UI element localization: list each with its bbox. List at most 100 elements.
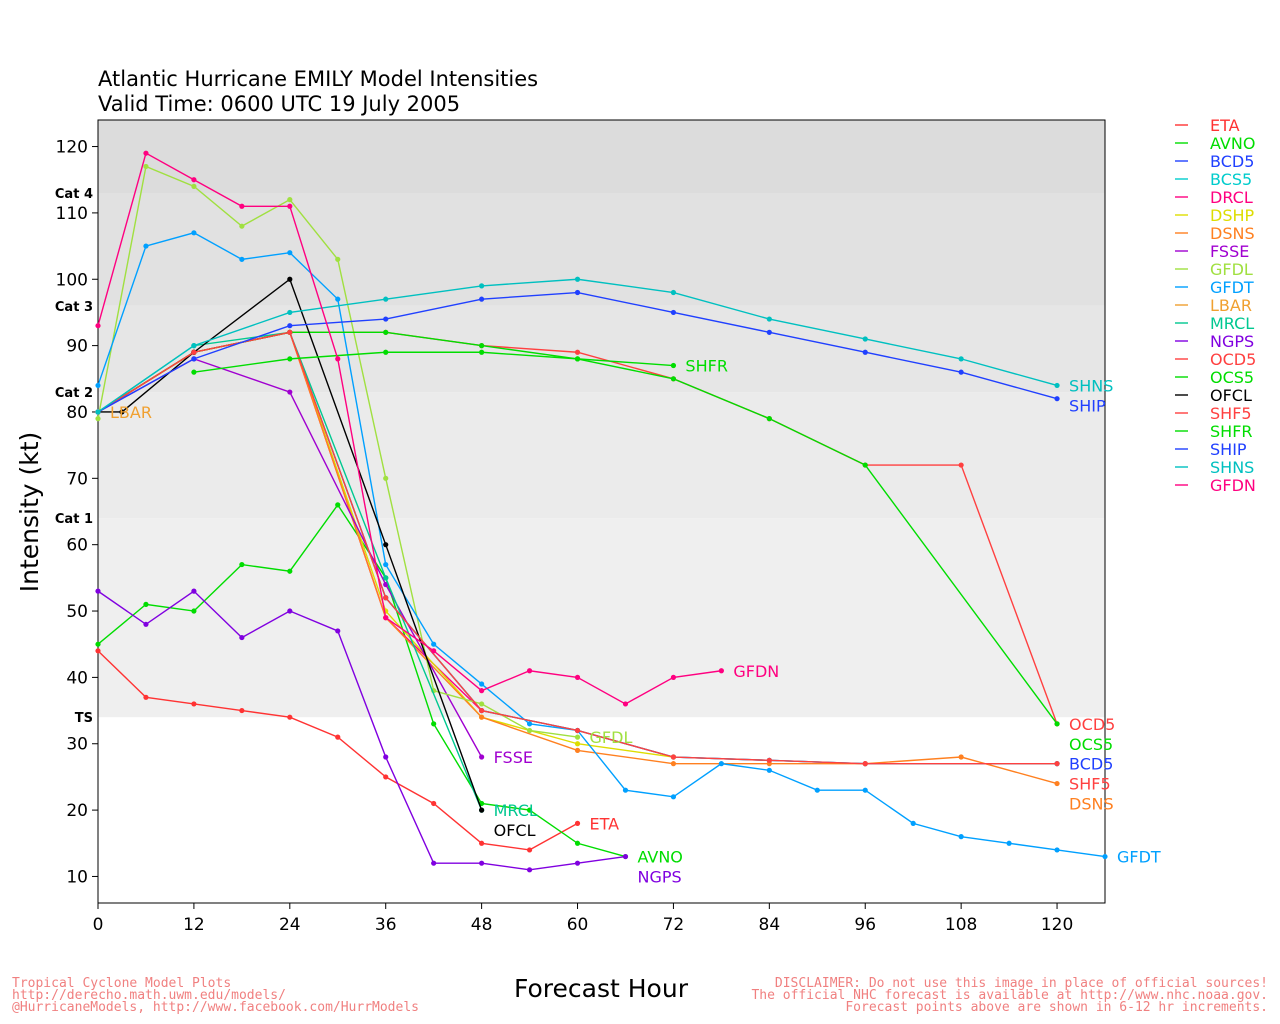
data-point bbox=[383, 542, 389, 548]
data-point bbox=[479, 714, 485, 720]
series-end-label: AVNO bbox=[637, 848, 682, 867]
data-point bbox=[143, 150, 149, 156]
disclaimer-line: DISCLAIMER: Do not use this image in pla… bbox=[774, 976, 1268, 991]
data-point bbox=[287, 356, 293, 362]
data-point bbox=[574, 741, 581, 747]
series-end-label: SHFR bbox=[685, 357, 728, 376]
series-shfr bbox=[191, 349, 677, 375]
legend-item: OCS5 bbox=[1175, 368, 1254, 387]
data-point bbox=[622, 787, 629, 793]
data-point bbox=[862, 761, 868, 767]
x-tick-label: 24 bbox=[279, 915, 301, 935]
data-point bbox=[383, 754, 389, 760]
y-tick-label: 30 bbox=[66, 735, 88, 755]
data-point bbox=[95, 409, 101, 415]
data-point bbox=[862, 336, 868, 342]
data-point bbox=[191, 356, 197, 362]
y-tick-label: 70 bbox=[66, 469, 88, 489]
plot-frame bbox=[97, 119, 1106, 904]
disclaimer-line: The official NHC forecast is available a… bbox=[751, 988, 1268, 1003]
legend-label: BCS5 bbox=[1210, 170, 1252, 189]
data-point bbox=[766, 316, 772, 322]
series-shns bbox=[95, 276, 1060, 415]
disclaimer-line: Forecast points above are shown in 6-12 … bbox=[845, 1000, 1268, 1015]
footer-line: Tropical Cyclone Model Plots bbox=[12, 976, 232, 991]
series-end-label: SHIP bbox=[1069, 396, 1106, 415]
data-point bbox=[383, 774, 389, 780]
data-point bbox=[862, 349, 868, 355]
data-point bbox=[479, 807, 485, 813]
series-end-label: SHNS bbox=[1069, 376, 1113, 395]
series-end-label: OFCL bbox=[494, 821, 536, 840]
x-axis-label: Forecast Hour bbox=[514, 974, 689, 1003]
x-tick-label: 120 bbox=[1041, 915, 1073, 935]
series-end-label: NGPS bbox=[637, 868, 681, 887]
x-tick-label: 60 bbox=[567, 915, 589, 935]
series-gfdn bbox=[95, 150, 724, 707]
data-point bbox=[958, 462, 964, 468]
legend-item: SHNS bbox=[1175, 458, 1254, 477]
data-point bbox=[191, 701, 197, 707]
legend-item: FSSE bbox=[1175, 242, 1249, 261]
legend-item: DSNS bbox=[1175, 224, 1255, 243]
data-point bbox=[574, 820, 581, 826]
legend-item: SHF5 bbox=[1175, 404, 1252, 423]
data-point bbox=[479, 688, 485, 694]
data-point bbox=[479, 840, 485, 846]
chart-title: Atlantic Hurricane EMILY Model Intensiti… bbox=[98, 67, 538, 91]
data-point bbox=[1054, 761, 1060, 767]
data-point bbox=[95, 382, 101, 389]
data-point bbox=[670, 289, 677, 296]
data-point bbox=[766, 329, 772, 335]
data-point bbox=[287, 323, 293, 329]
data-point bbox=[335, 356, 341, 362]
category-label: Cat 1 bbox=[55, 512, 93, 527]
data-point bbox=[191, 349, 197, 355]
data-point bbox=[622, 853, 629, 860]
y-tick-label: 50 bbox=[66, 602, 88, 622]
data-point bbox=[526, 727, 533, 734]
legend-item: DRCL bbox=[1175, 188, 1253, 207]
data-point bbox=[862, 462, 868, 468]
data-point bbox=[287, 329, 293, 335]
data-point bbox=[95, 416, 101, 422]
data-point bbox=[670, 362, 677, 369]
data-point bbox=[383, 296, 389, 302]
data-point bbox=[383, 475, 389, 481]
data-point bbox=[239, 223, 245, 229]
data-point bbox=[766, 416, 772, 422]
series-ngps bbox=[95, 588, 629, 873]
data-point bbox=[1054, 721, 1060, 727]
x-tick-label: 12 bbox=[183, 915, 205, 935]
series-line bbox=[98, 278, 483, 811]
legend-label: OCD5 bbox=[1210, 350, 1256, 369]
data-point bbox=[143, 621, 149, 627]
data-point bbox=[718, 668, 724, 674]
data-point bbox=[191, 177, 197, 183]
data-point bbox=[574, 674, 581, 680]
data-point bbox=[622, 701, 629, 707]
category-band bbox=[98, 518, 1105, 718]
legend-item: DSHP bbox=[1175, 206, 1255, 225]
data-point bbox=[1054, 847, 1060, 853]
y-tick-label: 80 bbox=[66, 403, 88, 423]
legend-label: SHF5 bbox=[1210, 404, 1252, 423]
category-label: Cat 4 bbox=[55, 187, 93, 202]
data-point bbox=[574, 734, 581, 740]
x-tick-label: 48 bbox=[471, 915, 493, 935]
data-point bbox=[191, 608, 197, 614]
data-point bbox=[335, 502, 341, 508]
data-point bbox=[479, 860, 485, 866]
series-end-label: DSNS bbox=[1069, 795, 1114, 814]
footer-link[interactable]: http://derecho.math.uwm.edu/models/ bbox=[12, 988, 286, 1003]
data-point bbox=[239, 203, 245, 209]
data-point bbox=[95, 648, 101, 654]
data-point bbox=[287, 608, 293, 614]
series-line bbox=[97, 232, 1106, 858]
data-point bbox=[574, 727, 581, 734]
data-point bbox=[431, 721, 437, 727]
data-point bbox=[239, 707, 245, 714]
data-point bbox=[670, 761, 677, 767]
series-end-label: GFDT bbox=[1117, 848, 1161, 867]
data-point bbox=[383, 581, 389, 588]
